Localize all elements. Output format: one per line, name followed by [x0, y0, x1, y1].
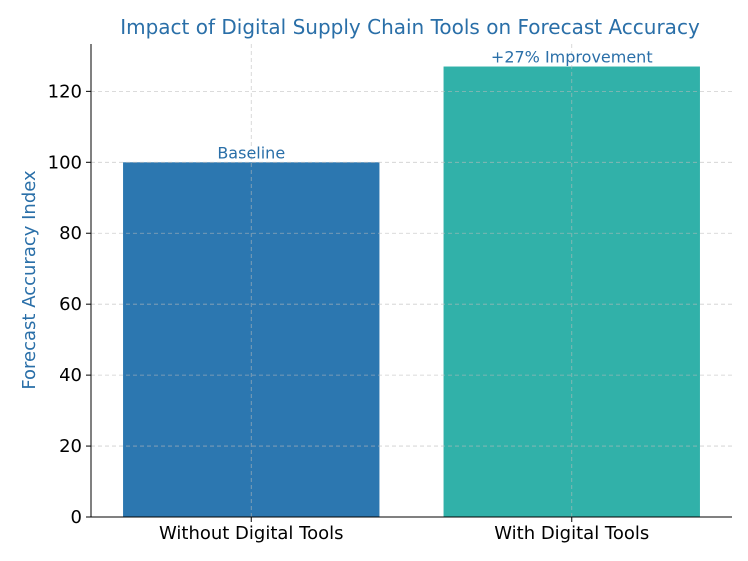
bar-data-label: Baseline [217, 143, 285, 162]
x-tick-label: With Digital Tools [494, 523, 649, 544]
y-tick-label: 80 [59, 223, 82, 244]
y-tick-label: 20 [59, 436, 82, 457]
bar-data-label: +27% Improvement [491, 48, 653, 67]
chart-title: Impact of Digital Supply Chain Tools on … [120, 15, 700, 39]
y-tick-label: 60 [59, 294, 82, 315]
x-tick-label: Without Digital Tools [159, 523, 344, 544]
y-tick-label: 0 [71, 507, 82, 528]
y-tick-label: 40 [59, 365, 82, 386]
y-axis-label: Forecast Accuracy Index [19, 170, 40, 390]
y-tick-label: 120 [48, 81, 82, 102]
y-tick-label: 100 [48, 152, 82, 173]
